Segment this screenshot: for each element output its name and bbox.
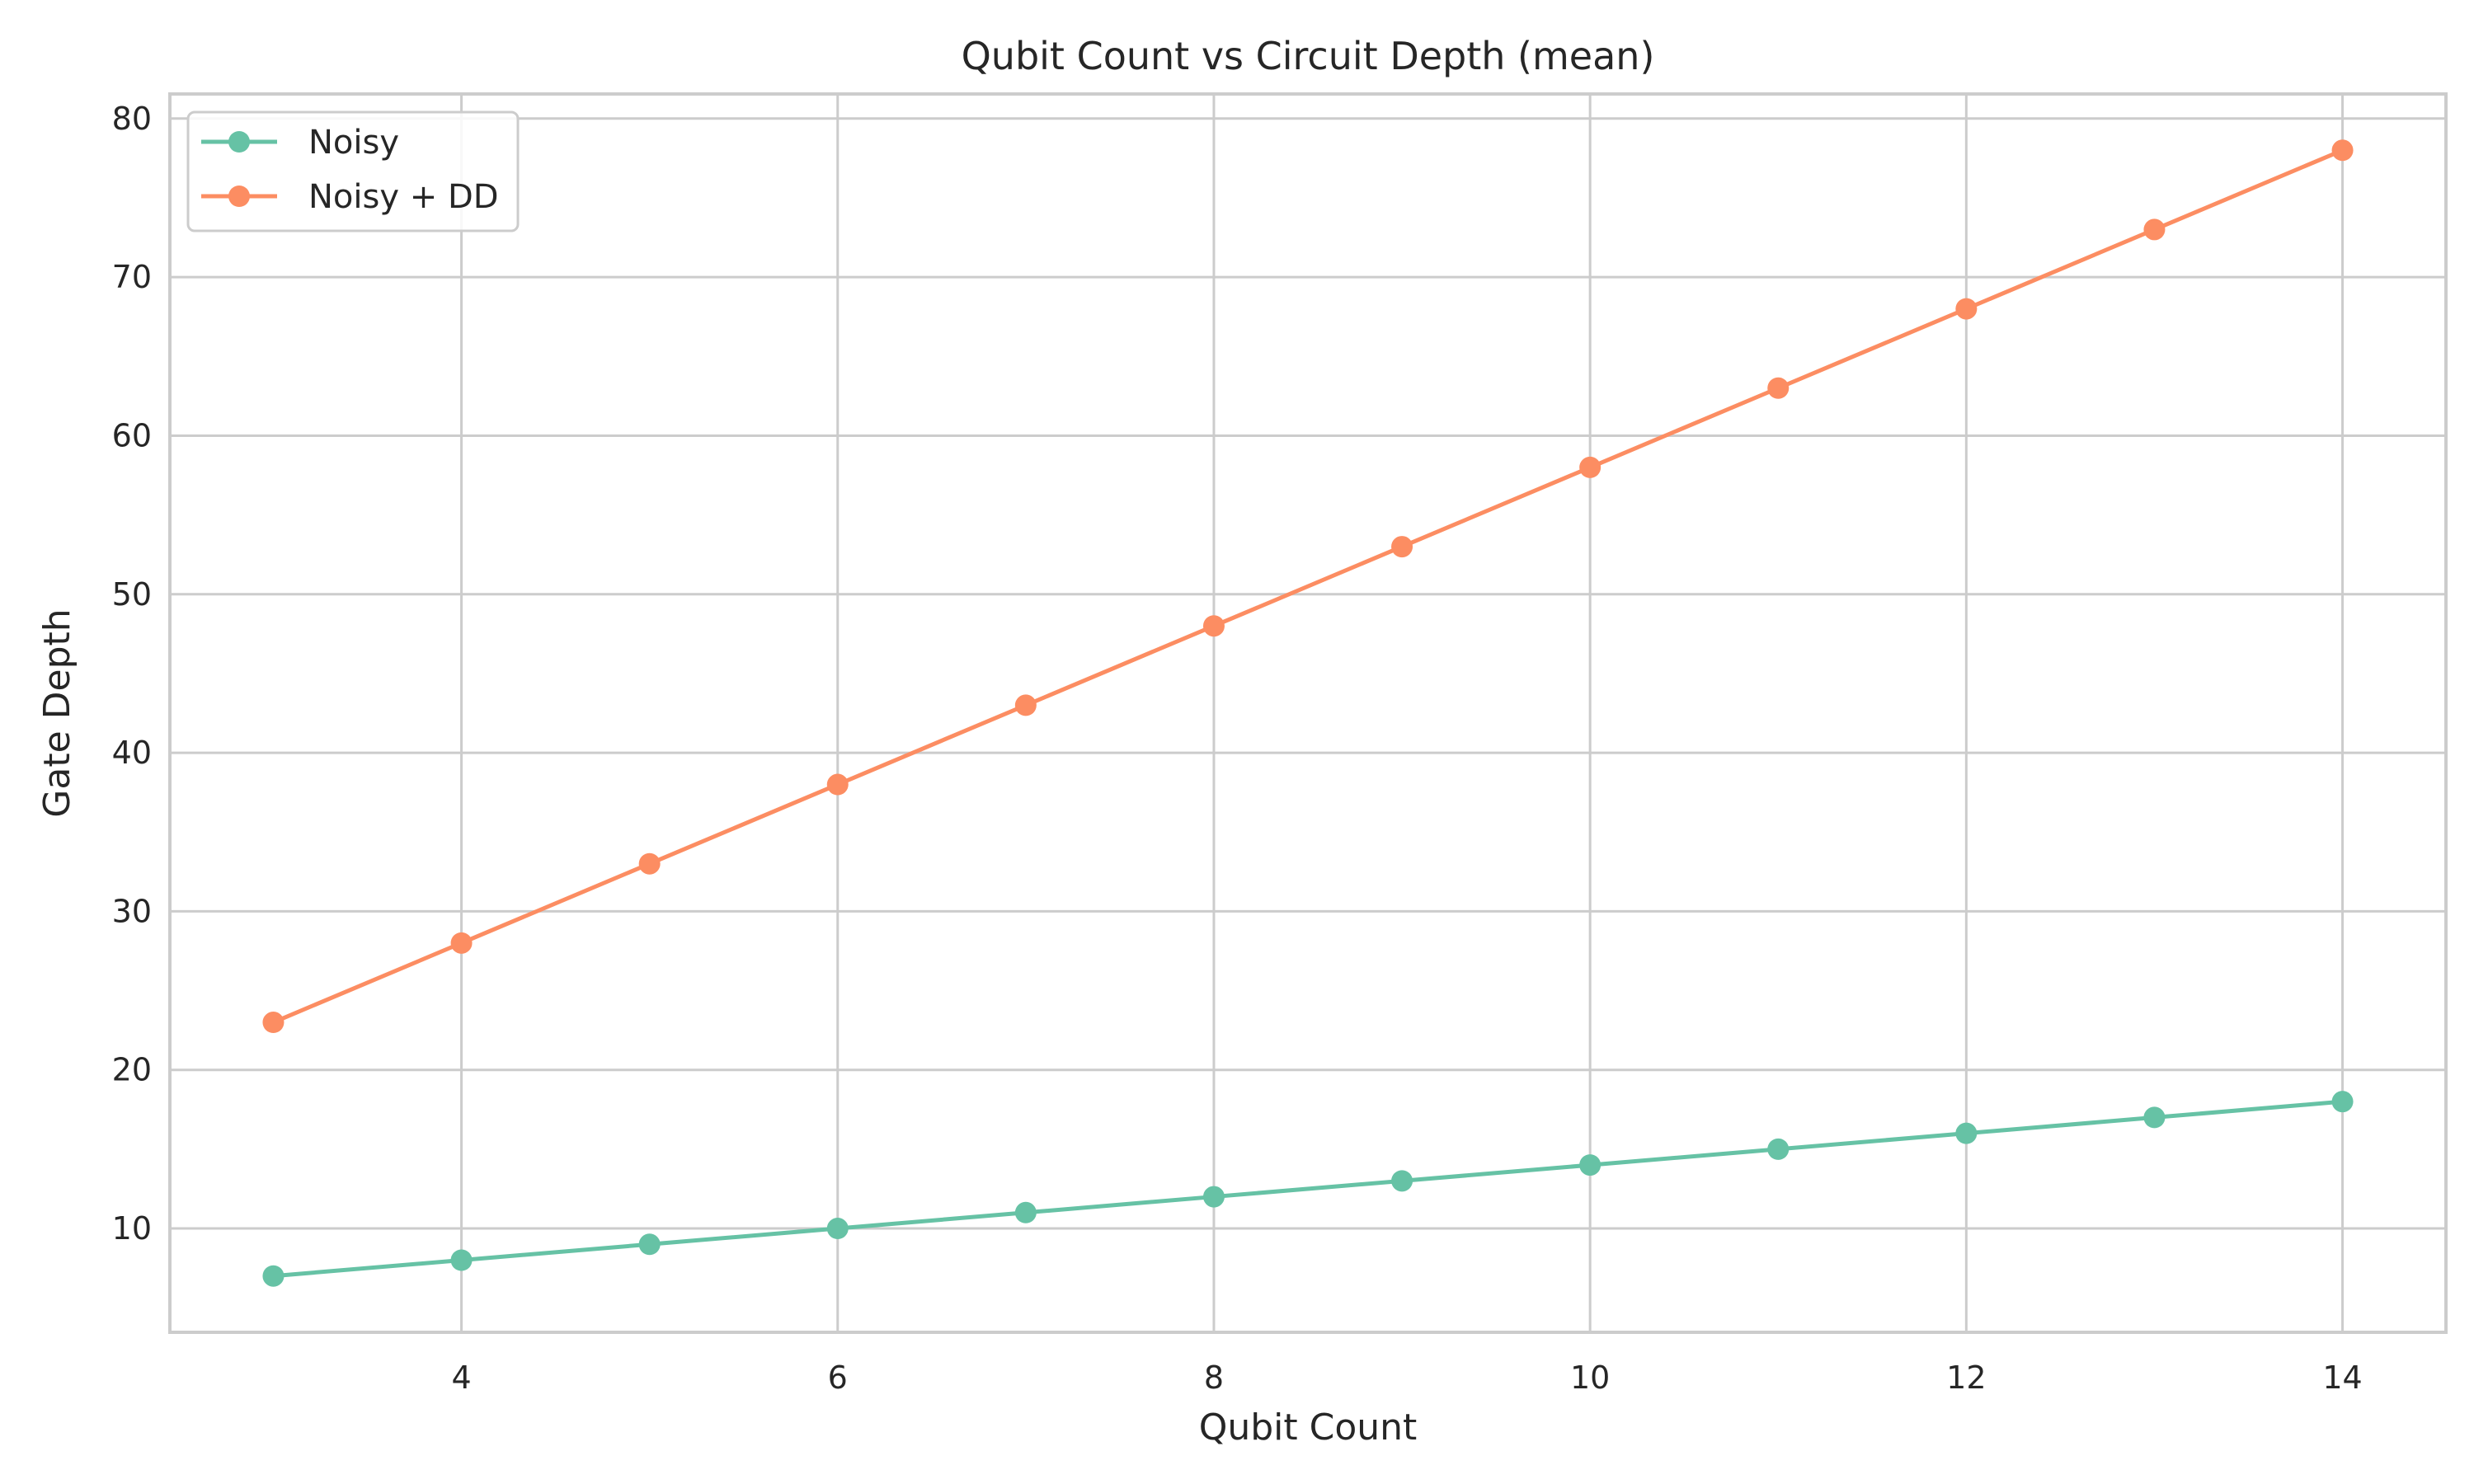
plot-frame bbox=[168, 92, 2448, 1334]
data-point bbox=[1014, 1201, 1037, 1223]
legend-marker bbox=[228, 131, 250, 153]
x-tick-label: 14 bbox=[2322, 1360, 2362, 1396]
legend: Noisy Noisy + DD bbox=[186, 110, 520, 232]
y-tick-label: 40 bbox=[112, 735, 152, 771]
y-tick-label: 60 bbox=[112, 417, 152, 453]
chart-title: Qubit Count vs Circuit Depth (mean) bbox=[962, 34, 1655, 78]
legend-marker bbox=[228, 186, 250, 207]
data-point bbox=[1767, 1138, 1790, 1160]
y-tick-label: 70 bbox=[112, 259, 152, 295]
y-tick-label: 10 bbox=[112, 1210, 152, 1247]
data-point bbox=[826, 773, 849, 796]
data-point bbox=[2143, 218, 2166, 241]
series-lines bbox=[262, 139, 2354, 1287]
data-point bbox=[1579, 1154, 1602, 1176]
data-point bbox=[1579, 456, 1602, 478]
y-tick-label: 80 bbox=[112, 101, 152, 137]
series-2 bbox=[262, 139, 2354, 1034]
x-tick-label: 8 bbox=[1204, 1360, 1224, 1396]
x-tick-label: 4 bbox=[451, 1360, 471, 1396]
grid-lines bbox=[170, 94, 2446, 1332]
legend-label: Noisy + DD bbox=[308, 178, 499, 216]
data-point bbox=[1391, 1170, 1413, 1192]
x-tick-label: 10 bbox=[1570, 1360, 1610, 1396]
data-point bbox=[450, 1249, 473, 1271]
x-tick-label: 12 bbox=[1946, 1360, 1986, 1396]
data-point bbox=[2143, 1106, 2166, 1129]
series-1 bbox=[262, 1091, 2354, 1287]
x-axis-label: Qubit Count bbox=[1199, 1407, 1418, 1449]
data-point bbox=[826, 1218, 849, 1240]
y-axis-label: Gate Depth bbox=[36, 608, 78, 817]
legend-item: Noisy bbox=[201, 124, 399, 162]
data-point bbox=[1767, 377, 1790, 399]
data-point bbox=[262, 1265, 285, 1287]
y-tick-labels: 10 20 30 40 50 60 70 80 bbox=[112, 101, 152, 1247]
data-point bbox=[638, 1233, 661, 1256]
data-point bbox=[638, 852, 661, 875]
data-point bbox=[1391, 536, 1413, 558]
data-point bbox=[1014, 694, 1037, 716]
y-tick-label: 50 bbox=[112, 576, 152, 613]
x-tick-labels: 4 6 8 10 12 14 bbox=[451, 1360, 2362, 1396]
x-tick-label: 6 bbox=[828, 1360, 848, 1396]
data-point bbox=[450, 932, 473, 954]
data-point bbox=[1955, 1122, 1978, 1144]
legend-item: Noisy + DD bbox=[201, 178, 499, 216]
data-point bbox=[2331, 139, 2354, 162]
data-point bbox=[262, 1012, 285, 1034]
y-tick-label: 20 bbox=[112, 1052, 152, 1088]
data-point bbox=[1202, 615, 1225, 637]
y-tick-label: 30 bbox=[112, 893, 152, 929]
series-line bbox=[273, 1099, 2343, 1279]
data-point bbox=[1202, 1186, 1225, 1208]
legend-label: Noisy bbox=[308, 124, 399, 162]
series-line bbox=[272, 148, 2344, 1025]
data-point bbox=[1955, 298, 1978, 320]
data-point bbox=[2331, 1091, 2354, 1113]
